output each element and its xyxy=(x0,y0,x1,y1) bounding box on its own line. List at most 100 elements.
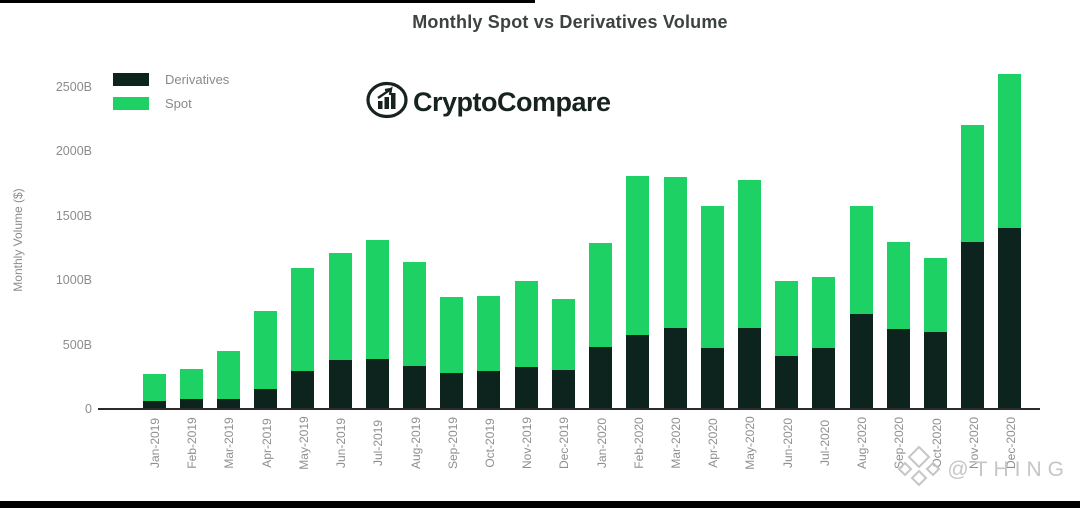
bar-segment-spot xyxy=(998,74,1022,229)
stacked-bar-Oct-2020 xyxy=(924,258,948,410)
stacked-bar-Jan-2019 xyxy=(142,373,166,410)
y-axis-title: Monthly Volume ($) xyxy=(11,188,25,292)
bar-segment-spot xyxy=(216,351,240,400)
bar-segment-derivatives xyxy=(477,371,501,410)
bar-segment-spot xyxy=(812,277,836,349)
stacked-bar-Jun-2020 xyxy=(775,281,799,410)
x-tick-label: Mar-2019 xyxy=(222,417,237,469)
bar-segment-spot xyxy=(440,296,464,373)
bar-segment-spot xyxy=(961,124,985,242)
x-tick-label: Oct-2019 xyxy=(482,418,497,468)
stacked-bar-Apr-2020 xyxy=(700,206,724,410)
bar-segment-derivatives xyxy=(849,314,873,410)
bar-segment-spot xyxy=(514,280,538,368)
x-tick-label: Feb-2020 xyxy=(631,417,646,469)
bar-segment-spot xyxy=(924,258,948,333)
bar-segment-derivatives xyxy=(291,371,315,410)
legend-item-derivatives: Derivatives xyxy=(113,72,229,87)
bar-segment-spot xyxy=(291,268,315,372)
bar-segment-derivatives xyxy=(775,355,799,410)
legend: Derivatives Spot xyxy=(113,72,229,120)
x-tick-label: Feb-2019 xyxy=(185,417,200,469)
bar-segment-derivatives xyxy=(998,228,1022,410)
stacked-bar-Feb-2020 xyxy=(626,175,650,410)
bar-segment-derivatives xyxy=(403,366,427,410)
watermark: @THING xyxy=(895,443,1070,496)
bar-segment-derivatives xyxy=(551,370,575,410)
stacked-bar-Oct-2019 xyxy=(477,296,501,410)
bar-segment-spot xyxy=(700,206,724,348)
bar-segment-derivatives xyxy=(737,328,761,410)
x-tick-label: Jul-2019 xyxy=(371,419,386,467)
bar-segment-spot xyxy=(254,310,278,390)
bar-segment-derivatives xyxy=(365,359,389,410)
cryptocompare-logo-icon xyxy=(365,80,409,125)
x-tick-label: May-2019 xyxy=(296,416,311,470)
x-tick-label: Dec-2019 xyxy=(557,416,572,470)
legend-item-spot: Spot xyxy=(113,96,229,111)
stacked-bar-Jul-2020 xyxy=(812,277,836,410)
bar-segment-derivatives xyxy=(179,399,203,410)
stacked-bar-Mar-2020 xyxy=(663,176,687,410)
stacked-bar-Nov-2020 xyxy=(961,124,985,410)
bar-segment-spot xyxy=(477,296,501,372)
x-tick-label: May-2020 xyxy=(743,416,758,470)
bar-segment-derivatives xyxy=(700,347,724,410)
stacked-bar-Sep-2019 xyxy=(440,296,464,410)
stacked-bar-Feb-2019 xyxy=(179,369,203,410)
bar-segment-derivatives xyxy=(328,360,352,410)
bar-segment-spot xyxy=(179,369,203,400)
cryptocompare-logo-text: CryptoCompare xyxy=(413,87,611,117)
x-tick-label: Jun-2020 xyxy=(780,417,795,469)
bar-segment-spot xyxy=(849,205,873,315)
x-axis-line xyxy=(98,408,1040,410)
bar-segment-derivatives xyxy=(886,329,910,410)
bar-segment-derivatives xyxy=(589,346,613,410)
stacked-bar-Jul-2019 xyxy=(365,239,389,410)
bar-segment-derivatives xyxy=(514,367,538,410)
legend-label: Derivatives xyxy=(165,72,230,87)
x-tick-label: Jan-2020 xyxy=(594,417,609,469)
bar-segment-spot xyxy=(365,239,389,360)
y-tick-label: 1000B xyxy=(55,273,92,288)
stacked-bar-Nov-2019 xyxy=(514,280,538,410)
bar-segment-spot xyxy=(626,175,650,335)
bar-segment-spot xyxy=(886,241,910,330)
x-tick-label: Jul-2020 xyxy=(817,419,832,467)
stacked-bar-May-2020 xyxy=(737,180,761,410)
y-tick-label: 2000B xyxy=(55,144,92,159)
stacked-bar-Jun-2019 xyxy=(328,252,352,410)
stacked-bar-May-2019 xyxy=(291,268,315,410)
x-tick-label: Jan-2019 xyxy=(148,417,162,469)
spot-swatch xyxy=(113,97,149,110)
x-tick-label: Nov-2019 xyxy=(520,416,535,470)
bar-segment-spot xyxy=(551,299,575,371)
x-tick-label: Jun-2019 xyxy=(334,417,349,469)
stacked-bar-Jan-2020 xyxy=(589,242,613,410)
bottom-black-bar xyxy=(0,501,1080,508)
y-tick-label: 1500B xyxy=(55,208,92,223)
stacked-bar-Apr-2019 xyxy=(254,310,278,410)
bar-segment-derivatives xyxy=(626,334,650,410)
watermark-text: @THING xyxy=(947,457,1070,481)
y-tick-label: 2500B xyxy=(55,80,92,94)
derivatives-swatch xyxy=(113,73,149,86)
bar-segment-derivatives xyxy=(961,241,985,410)
bar-segment-spot xyxy=(737,180,761,329)
bar-segment-derivatives xyxy=(924,332,948,410)
stacked-bar-Aug-2019 xyxy=(403,261,427,410)
stacked-bar-Mar-2019 xyxy=(216,351,240,410)
x-tick-label: Aug-2019 xyxy=(408,416,423,470)
stacked-bar-Dec-2020 xyxy=(998,74,1022,410)
legend-label: Spot xyxy=(165,96,192,111)
bar-segment-spot xyxy=(775,281,799,356)
y-tick-label: 0 xyxy=(85,402,92,416)
bar-segment-spot xyxy=(403,261,427,367)
stacked-bar-Dec-2019 xyxy=(551,299,575,410)
x-tick-label: Aug-2020 xyxy=(855,416,870,470)
stacked-bar-Aug-2020 xyxy=(849,205,873,410)
bar-segment-derivatives xyxy=(812,348,836,410)
x-tick-label: Mar-2020 xyxy=(669,417,684,469)
bar-segment-spot xyxy=(142,373,166,401)
